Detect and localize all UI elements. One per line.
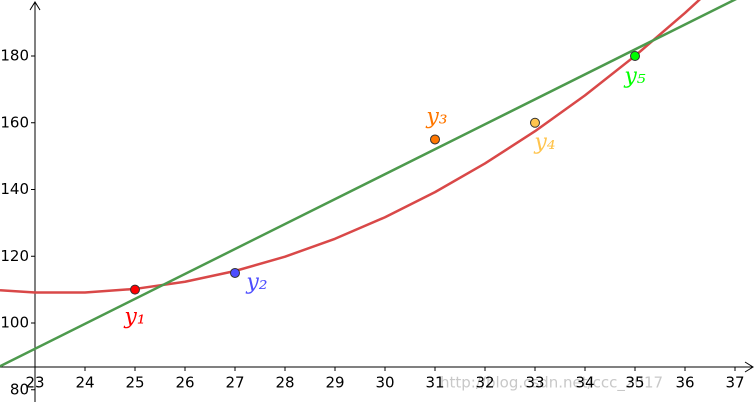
x-tick-label: 31 [425,374,444,392]
fit-line [0,0,701,294]
x-tick-label: 36 [675,374,694,392]
x-tick-label: 32 [475,374,494,392]
data-point [430,134,440,145]
data-point [630,51,640,62]
x-axis-arrow [744,361,754,373]
x-tick-label: 30 [375,374,394,392]
point-label: y₅ [623,64,645,89]
x-tick-label: 29 [325,374,344,392]
x-tick-label: 25 [125,374,144,392]
point-label: y₄ [533,130,555,155]
x-tick-label: 35 [625,374,644,392]
x-tick-label: 33 [525,374,544,392]
y-tick-label: 100 [0,314,29,332]
y-tick-label: 80 [10,380,29,398]
y-tick-label: 120 [0,247,29,265]
y-tick-label: 160 [0,113,29,131]
x-tick-label: 28 [275,374,294,392]
data-point [130,284,140,295]
x-tick-label: 37 [725,374,744,392]
x-tick-label: 26 [175,374,194,392]
y-tick-label: 140 [0,180,29,198]
data-point [230,267,240,278]
x-tick-label: 24 [75,374,94,392]
y-axis-arrow [29,1,41,11]
point-label: y₃ [425,104,447,129]
watermark: http://blog.csdn.net/ccc_2017 [440,374,663,393]
point-label: y₂ [245,270,267,295]
fit-line [0,0,737,368]
x-tick-label: 23 [25,374,44,392]
point-label: y₁ [123,305,145,330]
data-point [530,117,540,128]
x-tick-label: 34 [575,374,594,392]
y-tick-label: 180 [0,47,29,65]
x-tick-label: 27 [225,374,244,392]
